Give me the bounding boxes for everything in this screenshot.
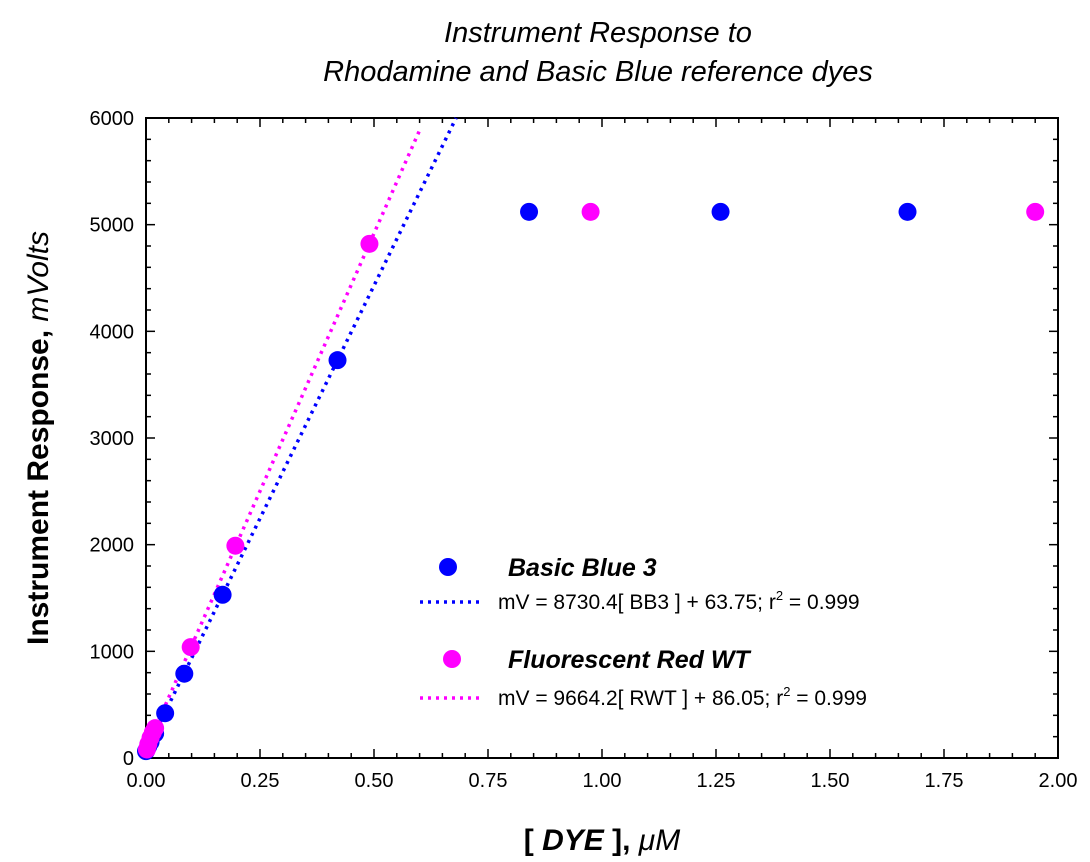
y-tick-labels: 0 1000 2000 3000 4000 5000 6000 (90, 108, 135, 770)
data-point-series-1 (146, 719, 165, 738)
y-axis-label-unit: mVolts (22, 231, 55, 322)
data-point-series-1 (1026, 202, 1045, 221)
legend-equation-rwt-text: mV = 9664.2[ RWT ] + 86.05; r (498, 687, 783, 710)
legend-label-fluorescent-red-wt: Fluorescent Red WT (508, 646, 752, 674)
legend-equation-rwt-sup: 2 (783, 684, 790, 699)
legend-equation-bb3-text: mV = 8730.4[ BB3 ] + 63.75; r (498, 591, 776, 614)
data-point-series-0 (520, 202, 539, 221)
legend-label-basic-blue-3: Basic Blue 3 (508, 554, 657, 582)
x-axis-label-open: [ (524, 824, 542, 857)
x-tick-label: 0.75 (469, 770, 508, 792)
x-tick-label: 2.00 (1039, 770, 1078, 792)
data-point-series-0 (711, 202, 730, 221)
legend-marker-basic-blue-3 (439, 558, 457, 576)
data-point-series-1 (226, 536, 245, 555)
y-tick-label: 0 (123, 748, 134, 770)
x-tick-label: 1.50 (811, 770, 850, 792)
legend-equation-bb3-sup: 2 (776, 588, 783, 603)
y-axis-label: Instrument Response, mVolts (22, 231, 55, 645)
x-tick-label: 0.50 (355, 770, 394, 792)
data-point-series-1 (360, 234, 379, 253)
fit-line-series-0 (144, 117, 458, 752)
x-axis-label: [ DYE ], μM (524, 824, 680, 857)
data-points (137, 202, 1045, 761)
x-tick-labels: 0.00 0.25 0.50 0.75 1.00 1.25 1.50 1.75 2.00 (127, 770, 1078, 792)
legend-equation-basic-blue-3: mV = 8730.4[ BB3 ] + 63.75; r2 = 0.999 (498, 588, 860, 614)
x-tick-label: 0.25 (241, 770, 280, 792)
data-point-series-1 (581, 202, 600, 221)
y-tick-label: 4000 (90, 321, 135, 343)
x-axis-label-close: ], (604, 824, 639, 857)
y-tick-label: 2000 (90, 535, 135, 557)
data-point-series-1 (181, 638, 200, 657)
legend-equation-bb3-suffix: = 0.999 (783, 591, 859, 614)
data-point-series-0 (328, 351, 347, 370)
data-point-series-0 (213, 585, 232, 604)
chart-title-line-1: Instrument Response to (444, 17, 752, 49)
legend: Basic Blue 3 mV = 8730.4[ BB3 ] + 63.75;… (420, 554, 867, 710)
y-tick-label: 5000 (90, 215, 135, 237)
x-tick-label: 1.00 (583, 770, 622, 792)
chart-title-line-2: Rhodamine and Basic Blue reference dyes (323, 56, 873, 88)
y-tick-label: 3000 (90, 428, 135, 450)
legend-marker-fluorescent-red-wt (443, 650, 461, 668)
y-tick-label: 1000 (90, 641, 135, 663)
data-point-series-0 (156, 704, 175, 723)
y-axis-label-main: Instrument Response, (22, 322, 55, 645)
x-tick-label: 0.00 (127, 770, 166, 792)
x-axis-label-main: DYE (542, 824, 605, 857)
fit-lines (144, 117, 458, 752)
data-point-series-0 (175, 664, 194, 683)
legend-equation-fluorescent-red-wt: mV = 9664.2[ RWT ] + 86.05; r2 = 0.999 (498, 684, 867, 710)
legend-equation-rwt-suffix: = 0.999 (790, 687, 866, 710)
fit-line-series-1 (144, 129, 422, 750)
data-point-series-0 (898, 202, 917, 221)
x-axis-label-unit: μM (638, 824, 680, 857)
x-tick-label: 1.75 (925, 770, 964, 792)
y-tick-label: 6000 (90, 108, 135, 130)
x-tick-label: 1.25 (697, 770, 736, 792)
